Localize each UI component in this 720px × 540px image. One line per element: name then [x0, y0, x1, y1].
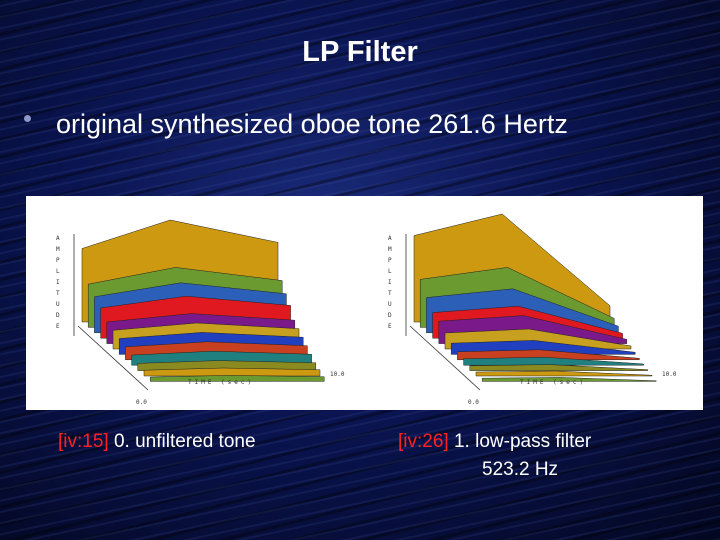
- time-start-label: 0.0: [136, 399, 147, 406]
- axis-letter: D: [388, 312, 392, 319]
- time-end-label: 10.0: [662, 371, 677, 378]
- axis-letter: T: [56, 290, 60, 297]
- time-axis: [77, 325, 149, 391]
- time-axis-label: TIME (sec): [520, 379, 586, 386]
- harmonic-envelope: [475, 370, 653, 377]
- harmonic-envelope: [149, 375, 325, 382]
- bullet-text: original synthesized oboe tone 261.6 Her…: [56, 109, 568, 139]
- harmonic-envelope: [481, 377, 657, 382]
- axis-letter: U: [388, 301, 392, 308]
- axis-letter: U: [56, 301, 60, 308]
- harmonic-envelope: [463, 356, 644, 366]
- caption-text: 0. unfiltered tone: [113, 431, 256, 452]
- axis-letter: I: [388, 279, 392, 286]
- axis-letter: P: [388, 257, 392, 264]
- axis-letter: M: [56, 246, 60, 253]
- reference-link[interactable]: [iv:15]: [58, 431, 109, 452]
- time-axis: [409, 325, 481, 391]
- axis-letter: T: [388, 290, 392, 297]
- axis-letter: D: [56, 312, 60, 319]
- caption-unfiltered: [iv:15] 0. unfiltered tone: [58, 428, 358, 456]
- harmonic-envelope: [457, 349, 640, 361]
- axis-letter: L: [56, 268, 60, 275]
- figure-panel: A M P L I T U D E TIME (sec) 0.0 10.0 A M P L I T U D E TIME…: [26, 196, 703, 410]
- harmonic-envelope: [143, 367, 321, 377]
- axis-letter: E: [388, 323, 392, 330]
- time-end-label: 10.0: [330, 371, 345, 378]
- caption-lowpass: [iv:26] 1. low-pass filter 523.2 Hz: [398, 428, 698, 484]
- harmonic-envelope: [469, 364, 649, 371]
- axis-letter: E: [56, 323, 60, 330]
- time-axis-label: TIME (sec): [188, 379, 254, 386]
- axis-letter: A: [56, 235, 60, 242]
- reference-link[interactable]: [iv:26]: [398, 431, 449, 452]
- time-start-label: 0.0: [468, 399, 479, 406]
- caption-text-frequency: 523.2 Hz: [482, 459, 559, 480]
- bullet-dot-icon: [24, 115, 31, 122]
- axis-letter: A: [388, 235, 392, 242]
- axis-letter: L: [388, 268, 392, 275]
- slide-title: LP Filter: [302, 36, 418, 68]
- caption-text: 1. low-pass filter: [453, 431, 592, 452]
- axis-letter: M: [388, 246, 392, 253]
- axis-letter: I: [56, 279, 60, 286]
- axis-letter: P: [56, 257, 60, 264]
